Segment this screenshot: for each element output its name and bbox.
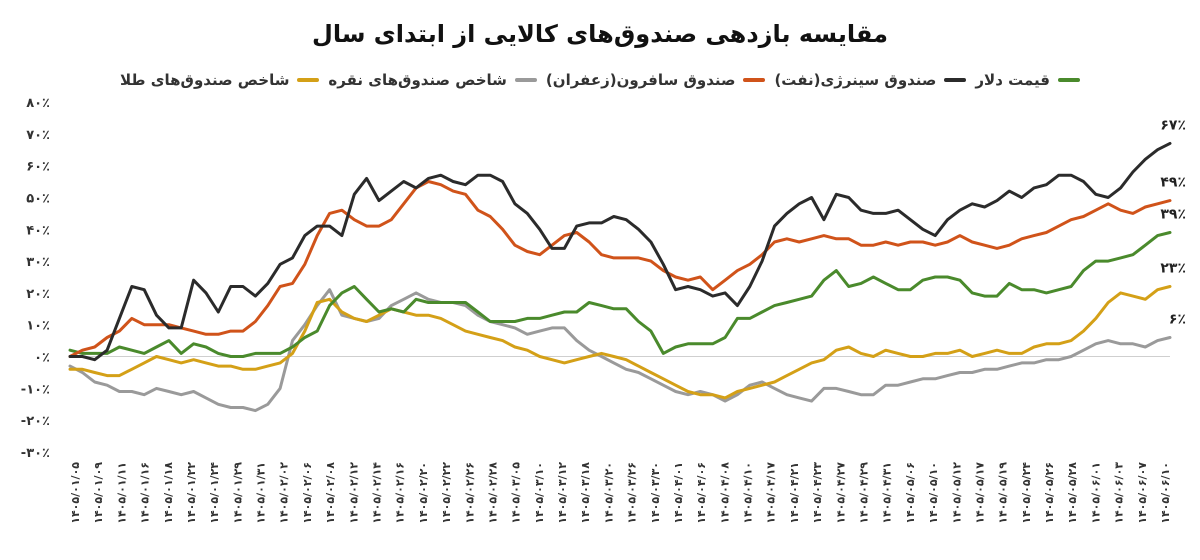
y-tick-label: ۸۰٪ xyxy=(26,96,50,111)
x-tick-label: ۱۴۰۵/۰۵/۱۹ xyxy=(997,462,1010,524)
x-tick-label: ۱۴۰۵/۰۴/۲۹ xyxy=(858,462,871,524)
legend-item-saffron: صندوق سافرون(زعفران) xyxy=(546,71,766,89)
legend-swatch-saffron xyxy=(743,78,766,82)
x-tick-label: ۱۴۰۵/۰۲/۱۶ xyxy=(394,462,407,524)
series-line-1 xyxy=(68,141,1172,362)
y-tick-label: ۰٪ xyxy=(34,351,50,366)
x-tick-label: ۱۴۰۵/۰۶/۰۷ xyxy=(1136,462,1149,524)
legend-label-silver: شاخص صندوق‌های نقره xyxy=(328,71,507,89)
x-tick-label: ۱۴۰۵/۰۵/۱۲ xyxy=(950,462,963,524)
x-tick-label: ۱۴۰۵/۰۲/۲۲ xyxy=(440,462,453,524)
x-tick-label: ۱۴۰۵/۰۱/۲۴ xyxy=(208,462,221,524)
x-tick-label: ۱۴۰۵/۰۱/۱۶ xyxy=(139,462,152,524)
x-tick-label: ۱۴۰۵/۰۳/۱۲ xyxy=(556,462,569,524)
x-tick-label: ۱۴۰۵/۰۴/۲۱ xyxy=(788,462,801,524)
series-end-label: ۶۷٪ xyxy=(1160,117,1186,133)
x-tick-label: ۱۴۰۵/۰۲/۱۲ xyxy=(347,462,360,524)
x-tick-label: ۱۴۰۵/۰۵/۲۴ xyxy=(1020,462,1033,524)
x-tick-label: ۱۴۰۵/۰۳/۱۸ xyxy=(579,462,592,524)
x-tick-label: ۱۴۰۵/۰۵/۱۰ xyxy=(927,462,940,524)
x-tick-label: ۱۴۰۵/۰۱/۱۱ xyxy=(115,462,128,524)
x-tick-label: ۱۴۰۵/۰۱/۱۸ xyxy=(162,462,175,524)
y-tick-label: ۲۰٪ xyxy=(26,287,50,302)
legend-label-dollar: قیمت دلار xyxy=(975,71,1050,89)
x-tick-label: ۱۴۰۵/۰۱/۰۹ xyxy=(92,462,105,524)
x-tick-label: ۱۴۰۵/۰۴/۰۶ xyxy=(695,462,708,524)
series-end-label: ۴۹٪ xyxy=(1160,175,1186,191)
y-tick-label: -۱۰٪ xyxy=(21,382,50,397)
series-line-2 xyxy=(68,180,1172,358)
x-tick-label: ۱۴۰۵/۰۲/۲۰ xyxy=(417,462,430,524)
x-tick-label: ۱۴۰۵/۰۲/۰۸ xyxy=(324,462,337,524)
y-tick-label: ۶۰٪ xyxy=(26,160,50,175)
series-end-label: ۳۹٪ xyxy=(1160,206,1186,222)
x-tick-label: ۱۴۰۵/۰۴/۰۱ xyxy=(672,462,685,524)
x-tick-label: ۱۴۰۵/۰۴/۱۷ xyxy=(765,462,778,524)
y-tick-label: ۱۰٪ xyxy=(26,319,50,334)
legend-swatch-silver xyxy=(514,78,537,82)
x-tick-label: ۱۴۰۵/۰۳/۰۵ xyxy=(510,462,523,524)
legend-swatch-dollar xyxy=(1058,78,1080,82)
x-tick-label: ۱۴۰۵/۰۵/۱۷ xyxy=(973,462,986,524)
x-tick-label: ۱۴۰۵/۰۵/۲۸ xyxy=(1066,462,1079,524)
series-line-4 xyxy=(68,285,1172,400)
x-tick-label: ۱۴۰۵/۰۴/۲۷ xyxy=(834,462,847,524)
series-line-0 xyxy=(68,231,1172,358)
x-tick-label: ۱۴۰۵/۰۲/۰۶ xyxy=(301,462,314,524)
legend-swatch-synergy xyxy=(944,78,967,82)
x-tick-label: ۱۴۰۵/۰۵/۰۶ xyxy=(904,462,917,524)
x-tick-label: ۱۴۰۵/۰۶/۰۱ xyxy=(1089,462,1102,524)
series-line-3 xyxy=(68,288,1172,413)
x-tick-label: ۱۴۰۵/۰۶/۰۳ xyxy=(1113,462,1126,524)
x-tick-label: ۱۴۰۵/۰۲/۲۶ xyxy=(463,462,476,524)
legend-label-synergy: صندوق سینرژی(نفت) xyxy=(774,71,937,89)
legend-item-synergy: صندوق سینرژی(نفت) xyxy=(774,71,967,89)
x-tick-label: ۱۴۰۵/۰۶/۱۰ xyxy=(1159,462,1172,524)
x-tick-label: ۱۴۰۵/۰۴/۰۸ xyxy=(718,462,731,524)
legend-swatch-gold xyxy=(297,78,320,82)
x-tick-label: ۱۴۰۵/۰۴/۲۳ xyxy=(811,462,824,524)
y-tick-label: -۳۰٪ xyxy=(21,446,50,461)
y-tick-label: -۲۰٪ xyxy=(21,414,50,429)
legend-label-saffron: صندوق سافرون(زعفران) xyxy=(545,71,736,89)
series-end-label: ۲۳٪ xyxy=(1160,261,1186,277)
x-tick-label: ۱۴۰۵/۰۱/۲۹ xyxy=(231,462,244,524)
x-tick-label: ۱۴۰۵/۰۴/۳۱ xyxy=(881,462,894,524)
y-tick-label: ۳۰٪ xyxy=(26,255,50,270)
x-tick-label: ۱۴۰۵/۰۳/۲۶ xyxy=(626,462,639,524)
y-tick-label: ۷۰٪ xyxy=(26,128,50,143)
legend: قیمت دلار صندوق سینرژی(نفت) صندوق سافرون… xyxy=(120,68,1080,92)
x-tick-label: ۱۴۰۵/۰۲/۲۸ xyxy=(486,462,499,524)
y-tick-label: ۵۰٪ xyxy=(26,191,50,206)
x-tick-label: ۱۴۰۵/۰۳/۳۰ xyxy=(649,462,662,524)
legend-item-gold: شاخص صندوق‌های طلا xyxy=(120,71,320,89)
x-tick-label: ۱۴۰۵/۰۲/۱۴ xyxy=(370,462,383,524)
x-tick-label: ۱۴۰۵/۰۳/۱۰ xyxy=(533,462,546,524)
legend-item-silver: شاخص صندوق‌های نقره xyxy=(328,71,537,89)
legend-label-gold: شاخص صندوق‌های طلا xyxy=(120,71,290,89)
chart-title: مقایسه بازدهی صندوق‌های کالایی از ابتدای… xyxy=(312,20,888,48)
series-end-label: ۶٪ xyxy=(1169,311,1186,327)
x-tick-label: ۱۴۰۵/۰۱/۳۱ xyxy=(255,462,268,524)
x-tick-label: ۱۴۰۵/۰۱/۰۵ xyxy=(69,462,82,524)
x-tick-label: ۱۴۰۵/۰۳/۲۰ xyxy=(602,462,615,524)
x-tick-label: ۱۴۰۵/۰۲/۰۲ xyxy=(278,462,291,524)
x-tick-label: ۱۴۰۵/۰۵/۲۶ xyxy=(1043,462,1056,524)
x-tick-label: ۱۴۰۵/۰۴/۱۰ xyxy=(742,462,755,524)
y-tick-label: ۴۰٪ xyxy=(26,223,50,238)
legend-item-dollar: قیمت دلار xyxy=(975,71,1080,89)
x-tick-label: ۱۴۰۵/۰۱/۲۲ xyxy=(185,462,198,524)
